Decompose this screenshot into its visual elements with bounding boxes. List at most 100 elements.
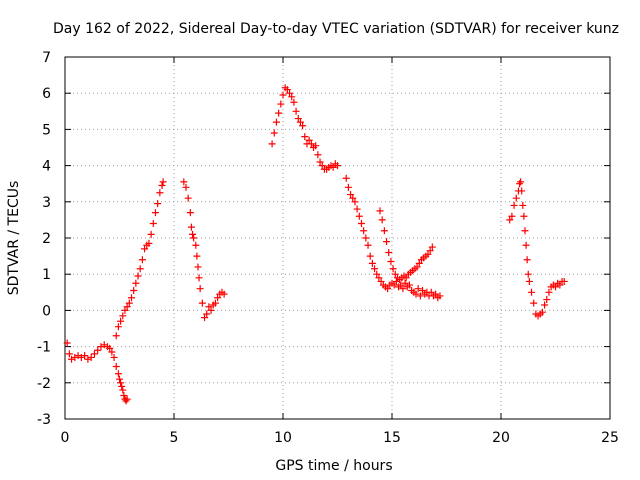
- data-point: [401, 279, 409, 287]
- y-tick-label: -2: [37, 376, 51, 392]
- data-point: [334, 162, 341, 170]
- data-point: [283, 86, 291, 94]
- data-point: [344, 183, 352, 191]
- data-point: [119, 386, 127, 394]
- data-point: [118, 382, 126, 390]
- x-tick-label: 5: [170, 430, 179, 446]
- data-point: [517, 178, 525, 186]
- data-point: [290, 98, 298, 106]
- series-arc-5: [342, 174, 444, 302]
- data-point: [543, 296, 551, 304]
- data-point: [158, 182, 166, 190]
- data-point: [63, 339, 71, 347]
- data-point: [94, 346, 102, 354]
- data-point: [272, 118, 280, 126]
- y-tick-label: 3: [42, 195, 51, 211]
- data-point: [81, 352, 89, 360]
- data-point: [120, 391, 128, 399]
- data-point: [552, 283, 559, 291]
- series-arc-3: [180, 178, 228, 322]
- data-point: [432, 290, 440, 298]
- y-tick-label: -3: [37, 412, 51, 428]
- series-arc-6: [376, 207, 436, 284]
- data-point: [371, 265, 379, 273]
- data-point: [214, 294, 222, 302]
- data-point: [145, 239, 153, 247]
- data-point: [357, 220, 365, 228]
- data-point: [525, 277, 533, 285]
- data-point: [384, 285, 392, 293]
- y-tick-labels: -3 -2 -1 0 1 2 3 4 5 6 7: [37, 50, 51, 428]
- data-point: [523, 256, 531, 264]
- data-point: [506, 216, 514, 224]
- data-point: [508, 212, 516, 220]
- data-point: [318, 162, 326, 170]
- data-point: [301, 133, 309, 141]
- y-tick-label: -1: [37, 340, 51, 356]
- data-point: [360, 227, 368, 235]
- data-point: [100, 341, 108, 349]
- data-point: [351, 198, 359, 206]
- data-point: [106, 344, 114, 352]
- x-tick-label: 0: [61, 430, 70, 446]
- data-point: [397, 281, 405, 289]
- data-point: [141, 245, 149, 253]
- data-point: [114, 370, 122, 378]
- data-point: [385, 248, 393, 256]
- data-point: [201, 314, 209, 322]
- data-point: [84, 355, 92, 363]
- data-point: [116, 375, 123, 383]
- series-arc-4: [268, 84, 341, 173]
- data-point: [314, 151, 322, 159]
- data-point: [74, 352, 82, 360]
- data-point: [364, 241, 372, 249]
- x-tick-label: 25: [601, 430, 619, 446]
- y-tick-label: 1: [42, 267, 51, 283]
- data-point: [121, 306, 129, 314]
- data-point: [560, 277, 568, 285]
- data-point: [545, 288, 553, 296]
- y-tick-label: 6: [42, 86, 51, 102]
- data-point: [195, 274, 203, 282]
- data-point: [528, 288, 536, 296]
- y-axis-label: SDTVAR / TECUs: [6, 181, 22, 296]
- data-point: [193, 252, 201, 260]
- data-point: [149, 220, 157, 228]
- data-point: [510, 201, 518, 209]
- data-point: [383, 238, 391, 246]
- y-tick-label: 0: [42, 303, 51, 319]
- data-point: [405, 281, 413, 289]
- data-point: [419, 286, 427, 294]
- data-point: [347, 191, 355, 199]
- data-point: [65, 350, 73, 358]
- data-point: [414, 285, 422, 293]
- data-point: [132, 279, 140, 287]
- data-point: [125, 299, 133, 307]
- data-point: [194, 263, 202, 271]
- data-point: [130, 286, 138, 294]
- data-point: [412, 290, 420, 298]
- data-point: [296, 118, 304, 126]
- data-point: [211, 299, 219, 307]
- data-point: [299, 122, 307, 130]
- data-point: [373, 270, 381, 278]
- data-point: [521, 227, 529, 235]
- x-tick-label: 20: [492, 430, 510, 446]
- data-point: [184, 194, 192, 202]
- data-point: [518, 187, 526, 195]
- data-point: [416, 292, 424, 300]
- x-tick-labels: 0 5 10 15 20 25: [61, 430, 619, 446]
- data-point: [389, 265, 397, 273]
- data-point: [123, 395, 131, 403]
- data-point: [427, 288, 435, 296]
- data-point: [415, 259, 423, 267]
- data-point: [292, 107, 300, 115]
- data-point: [329, 163, 337, 171]
- data-point: [538, 308, 546, 316]
- series-arc-1: [63, 339, 131, 405]
- data-point: [424, 250, 432, 258]
- axis-ticks: [64, 56, 611, 420]
- data-point: [112, 332, 120, 340]
- data-point: [378, 216, 386, 224]
